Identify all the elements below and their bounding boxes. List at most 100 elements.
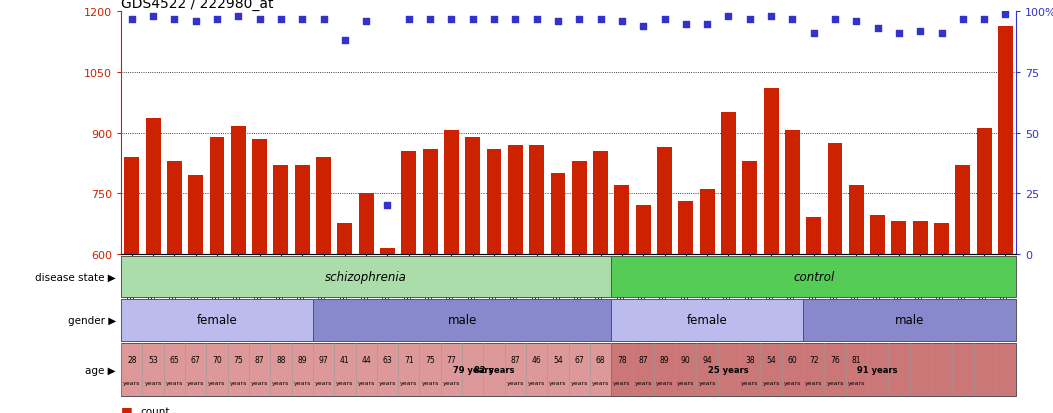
Text: 63: 63: [382, 356, 393, 364]
Point: [997, 12, 1014, 18]
Point: [485, 17, 502, 23]
Bar: [870, 216, 886, 413]
Text: 78: 78: [617, 356, 627, 364]
Text: 54: 54: [767, 356, 776, 364]
Text: years: years: [187, 380, 204, 386]
Text: years: years: [315, 380, 333, 386]
Bar: [486, 149, 501, 413]
Bar: [657, 147, 672, 413]
Text: 94: 94: [702, 356, 712, 364]
Text: years: years: [506, 380, 524, 386]
Bar: [611, 256, 1016, 297]
Point: [208, 17, 225, 23]
Text: 68: 68: [596, 356, 605, 364]
Bar: [465, 137, 480, 413]
Bar: [611, 343, 1016, 396]
Bar: [721, 113, 736, 413]
Text: female: female: [197, 313, 237, 327]
Text: 89: 89: [297, 356, 307, 364]
Point: [230, 14, 246, 21]
Text: years: years: [230, 380, 247, 386]
Bar: [121, 343, 611, 396]
Bar: [145, 119, 160, 413]
Bar: [615, 185, 630, 413]
Text: GDS4522 / 222980_at: GDS4522 / 222980_at: [121, 0, 274, 12]
Point: [294, 17, 311, 23]
Text: years: years: [208, 380, 225, 386]
Text: 72: 72: [809, 356, 818, 364]
Text: count: count: [140, 406, 170, 413]
Bar: [678, 202, 693, 413]
Text: 75: 75: [425, 356, 435, 364]
Text: years: years: [550, 380, 567, 386]
Point: [315, 17, 332, 23]
Bar: [380, 248, 395, 413]
Text: years: years: [421, 380, 439, 386]
Bar: [807, 218, 821, 413]
Text: 67: 67: [574, 356, 584, 364]
Text: years: years: [698, 380, 716, 386]
Point: [848, 19, 865, 25]
Text: 67: 67: [191, 356, 200, 364]
Text: 28: 28: [127, 356, 137, 364]
Point: [656, 17, 673, 23]
Text: years: years: [379, 380, 396, 386]
Bar: [121, 299, 313, 341]
Point: [762, 14, 779, 21]
Text: 76: 76: [830, 356, 840, 364]
Text: 82 years: 82 years: [474, 365, 514, 374]
Bar: [274, 165, 289, 413]
Text: years: years: [827, 380, 843, 386]
Text: schizophrenia: schizophrenia: [325, 270, 408, 283]
Point: [976, 17, 993, 23]
Point: [273, 17, 290, 23]
Bar: [252, 139, 267, 413]
Point: [677, 21, 694, 28]
Bar: [892, 222, 907, 413]
Text: years: years: [613, 380, 631, 386]
Text: years: years: [783, 380, 801, 386]
Text: years: years: [336, 380, 354, 386]
Bar: [167, 161, 182, 413]
Point: [144, 14, 161, 21]
Bar: [742, 161, 757, 413]
Bar: [316, 157, 331, 413]
Text: 71: 71: [404, 356, 414, 364]
Bar: [121, 256, 611, 297]
Point: [592, 17, 609, 23]
Bar: [508, 145, 522, 413]
Text: 90: 90: [681, 356, 691, 364]
Bar: [849, 185, 863, 413]
Text: years: years: [165, 380, 183, 386]
Bar: [611, 299, 803, 341]
Text: 46: 46: [532, 356, 541, 364]
Bar: [763, 89, 778, 413]
Point: [954, 17, 971, 23]
Text: 89: 89: [660, 356, 670, 364]
Text: 25 years: 25 years: [708, 365, 749, 374]
Bar: [210, 137, 224, 413]
Point: [827, 17, 843, 23]
Point: [506, 17, 523, 23]
Bar: [401, 151, 416, 413]
Bar: [530, 145, 544, 413]
Point: [783, 17, 800, 23]
Point: [741, 17, 758, 23]
Text: gender ▶: gender ▶: [67, 315, 116, 325]
Text: years: years: [848, 380, 865, 386]
Point: [529, 17, 545, 23]
Text: years: years: [571, 380, 588, 386]
Text: years: years: [656, 380, 673, 386]
Point: [933, 31, 950, 38]
Point: [400, 17, 417, 23]
Bar: [934, 224, 949, 413]
Point: [166, 17, 183, 23]
Point: [635, 24, 652, 30]
Text: years: years: [592, 380, 610, 386]
Bar: [337, 224, 353, 413]
Bar: [699, 190, 715, 413]
Text: 60: 60: [788, 356, 797, 364]
Text: control: control: [793, 270, 834, 283]
Bar: [359, 194, 374, 413]
Text: years: years: [804, 380, 822, 386]
